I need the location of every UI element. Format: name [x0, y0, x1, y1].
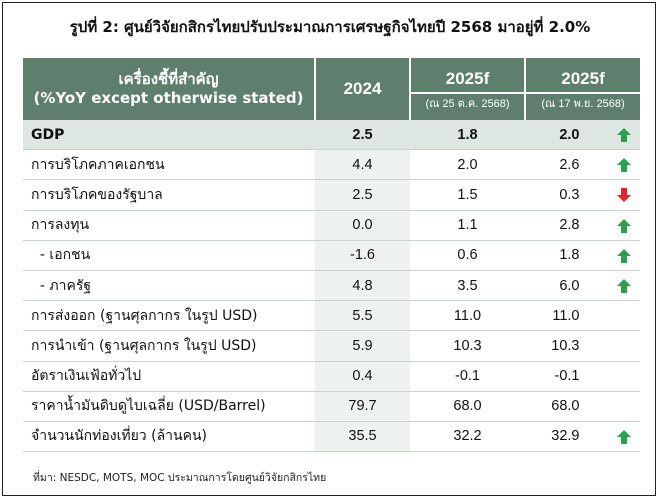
value-2025f-nov: 2.0	[559, 126, 580, 143]
up-arrow-icon	[617, 278, 631, 293]
value-2025f-nov-cell: 6.0	[525, 270, 640, 302]
value-2024: 2.5	[315, 120, 410, 151]
table-row: - ภาครัฐ 4.8 3.5 6.0	[23, 270, 640, 302]
value-2025f-oct: 10.3	[410, 330, 525, 362]
header-indicator-line2: (%YoY except otherwise stated)	[33, 89, 304, 107]
value-2025f-nov: 32.9	[551, 428, 580, 445]
header-2024-label: 2024	[343, 79, 382, 98]
value-2025f-nov-cell: 2.6	[525, 149, 640, 181]
row-label: การส่งออก (ฐานศุลกากร ในรูป USD)	[23, 300, 315, 332]
row-label: การนำเข้า (ฐานศุลกากร ในรูป USD)	[23, 330, 315, 362]
up-arrow-icon	[617, 429, 631, 444]
table-row: - เอกชน -1.6 0.6 1.8	[23, 240, 640, 271]
value-2025f-nov: 68.0	[551, 398, 580, 415]
header-2025f-nov-date: (ณ 17 พ.ย. 2568)	[526, 91, 640, 114]
value-2024: 0.0	[315, 210, 410, 241]
value-2025f-oct: 11.0	[410, 300, 525, 332]
table-row: การส่งออก (ฐานศุลกากร ในรูป USD) 5.5 11.0 1…	[23, 300, 640, 332]
table-row: การบริโภคของรัฐบาล 2.5 1.5 0.3	[23, 179, 640, 211]
value-2025f-nov: 2.8	[559, 217, 580, 234]
value-2025f-nov-cell: 2.8	[525, 210, 640, 241]
value-2024: 35.5	[315, 421, 410, 453]
row-label: อัตราเงินเฟ้อทั่วไป	[23, 361, 315, 392]
header-2025f-oct-label: 2025f	[445, 68, 490, 88]
table-row: อัตราเงินเฟ้อทั่วไป 0.4 -0.1 -0.1	[23, 361, 640, 392]
value-2025f-nov: 11.0	[552, 307, 580, 324]
header-2025f-nov: 2025f (ณ 17 พ.ย. 2568)	[525, 58, 640, 120]
value-2024: 79.7	[315, 391, 410, 422]
row-label: การบริโภคภาคเอกชน	[23, 149, 315, 181]
row-label: จำนวนนักท่องเที่ยว (ล้านคน)	[23, 421, 315, 453]
source-note: ที่มา: NESDC, MOTS, MOC ประมาณการโดยศูนย…	[33, 472, 327, 484]
figure-title: รูปที่ 2: ศูนย์วิจัยกสิกรไทยปรับประมาณกา…	[69, 18, 591, 36]
value-2024: 4.8	[315, 270, 410, 302]
value-2024: 4.4	[315, 149, 410, 181]
table-row: จำนวนนักท่องเที่ยว (ล้านคน) 35.5 32.2 32.9	[23, 421, 640, 453]
table-row: การลงทุน 0.0 1.1 2.8	[23, 210, 640, 241]
header-2024: 2024	[315, 58, 411, 120]
value-2025f-nov: 10.3	[551, 337, 580, 354]
value-2025f-oct: -0.1	[410, 361, 525, 392]
value-2025f-oct: 1.1	[410, 210, 525, 241]
row-label: การบริโภคของรัฐบาล	[23, 179, 315, 211]
value-2025f-nov-cell: -0.1	[525, 361, 640, 392]
value-2025f-nov: 2.6	[559, 156, 580, 173]
value-2025f-nov: 1.8	[559, 247, 580, 264]
table-row: ราคาน้ำมันดิบดูไบเฉลี่ย (USD/Barrel) 79.7…	[23, 391, 640, 422]
forecast-table: เครื่องชี้ที่สำคัญ (%YoY except otherwis…	[23, 58, 640, 453]
value-2025f-oct: 0.6	[410, 240, 525, 271]
value-2025f-nov-cell: 2.0	[525, 120, 640, 151]
value-2025f-nov: 6.0	[559, 277, 580, 294]
value-2024: 5.5	[315, 300, 410, 332]
value-2025f-oct: 32.2	[410, 421, 525, 453]
header-2025f-oct: 2025f (ณ 25 ต.ค. 2568)	[410, 58, 526, 120]
value-2025f-nov: 0.3	[559, 186, 580, 203]
table-row: GDP 2.5 1.8 2.0	[23, 120, 640, 151]
value-2024: 2.5	[315, 179, 410, 211]
value-2025f-nov-cell: 32.9	[525, 421, 640, 453]
table-row: การนำเข้า (ฐานศุลกากร ในรูป USD) 5.9 10.3 1…	[23, 330, 640, 362]
header-indicator: เครื่องชี้ที่สำคัญ (%YoY except otherwis…	[23, 58, 316, 120]
value-2025f-nov-cell: 68.0	[525, 391, 640, 422]
up-arrow-icon	[617, 248, 631, 263]
header-2025f-nov-label: 2025f	[561, 68, 605, 88]
up-arrow-icon	[617, 128, 631, 142]
value-2025f-nov-cell: 1.8	[525, 240, 640, 271]
value-2024: -1.6	[315, 240, 410, 271]
row-label: GDP	[23, 120, 315, 151]
value-2025f-oct: 1.8	[410, 120, 525, 151]
down-arrow-icon	[617, 188, 631, 203]
up-arrow-icon	[617, 218, 631, 233]
value-2025f-oct: 1.5	[410, 179, 525, 211]
up-arrow-icon	[617, 158, 631, 173]
table-header: เครื่องชี้ที่สำคัญ (%YoY except otherwis…	[23, 58, 640, 120]
value-2025f-nov-cell: 11.0	[525, 300, 640, 332]
row-label: - ภาครัฐ	[23, 270, 315, 302]
figure-frame: รูปที่ 2: ศูนย์วิจัยกสิกรไทยปรับประมาณกา…	[2, 2, 656, 496]
value-2025f-oct: 2.0	[410, 149, 525, 181]
row-label: - เอกชน	[23, 240, 315, 271]
row-label: ราคาน้ำมันดิบดูไบเฉลี่ย (USD/Barrel)	[23, 391, 315, 422]
table-body: GDP 2.5 1.8 2.0 การบริโภคภาคเอกชน 4.4 2.0 2.6 กา…	[23, 120, 640, 453]
value-2025f-nov-cell: 10.3	[525, 330, 640, 362]
value-2024: 5.9	[315, 330, 410, 362]
table-row: การบริโภคภาคเอกชน 4.4 2.0 2.6	[23, 149, 640, 181]
value-2024: 0.4	[315, 361, 410, 392]
header-2025f-oct-date: (ณ 25 ต.ค. 2568)	[411, 91, 524, 114]
value-2025f-nov: -0.1	[554, 368, 580, 385]
header-indicator-line1: เครื่องชี้ที่สำคัญ	[118, 70, 219, 88]
value-2025f-oct: 3.5	[410, 270, 525, 302]
value-2025f-nov-cell: 0.3	[525, 179, 640, 211]
value-2025f-oct: 68.0	[410, 391, 525, 422]
row-label: การลงทุน	[23, 210, 315, 241]
